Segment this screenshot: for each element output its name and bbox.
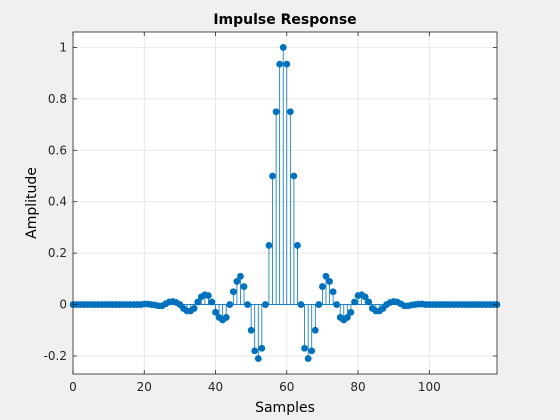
stem-marker xyxy=(262,301,269,308)
stem-marker xyxy=(194,298,202,306)
stem-marker xyxy=(333,301,341,308)
chart-title: Impulse Response xyxy=(213,12,356,28)
x-tick-label: 0 xyxy=(69,380,77,394)
y-tick-label: 0.4 xyxy=(48,195,67,209)
stem-marker xyxy=(276,60,284,68)
stem-marker xyxy=(301,344,308,352)
y-tick-label: 0 xyxy=(59,298,67,312)
stem-marker xyxy=(208,298,216,306)
x-axis-label: Samples xyxy=(255,400,315,416)
y-tick-label: 0.8 xyxy=(48,92,67,106)
stem-marker xyxy=(222,314,230,321)
stem-marker xyxy=(212,308,219,316)
stem-marker xyxy=(286,108,294,116)
stem-marker xyxy=(283,60,291,68)
x-tick-label: 80 xyxy=(350,380,365,394)
stem-marker xyxy=(297,301,305,308)
x-tick-label: 100 xyxy=(418,380,441,394)
stem-marker xyxy=(361,293,369,301)
axes-box xyxy=(72,31,498,375)
x-tick-label: 60 xyxy=(279,380,294,394)
stem-marker xyxy=(290,172,298,180)
stem-marker xyxy=(326,278,333,285)
stem-marker xyxy=(279,44,287,51)
x-tick-label: 20 xyxy=(137,380,152,394)
stem-marker xyxy=(365,298,373,306)
stem-marker xyxy=(315,301,323,308)
stem-marker xyxy=(319,283,326,290)
stem-marker xyxy=(258,344,266,352)
stem-marker xyxy=(308,347,316,355)
stem-marker xyxy=(272,108,280,116)
y-tick-label: 0.6 xyxy=(48,143,67,157)
stem-marker xyxy=(204,292,212,299)
stem-marker xyxy=(233,278,241,285)
stem-marker xyxy=(294,242,301,249)
stem-marker xyxy=(269,172,276,180)
stem-marker xyxy=(244,301,251,308)
stem-marker xyxy=(304,355,312,362)
plot-area xyxy=(73,32,497,374)
stem-marker xyxy=(254,355,262,362)
stem-marker xyxy=(237,272,244,280)
y-tick-label: -0.2 xyxy=(44,349,67,363)
y-tick-label: 1 xyxy=(59,40,67,54)
stem-marker xyxy=(329,288,337,296)
stem-marker xyxy=(190,305,198,312)
y-axis-label: Amplitude xyxy=(24,167,40,239)
stem-marker xyxy=(351,298,358,306)
stem-marker xyxy=(311,326,319,334)
stem-marker xyxy=(265,242,273,249)
y-tick-label: 0.2 xyxy=(48,246,67,260)
stem-marker xyxy=(226,301,234,308)
stem-marker xyxy=(347,308,355,316)
stem-marker xyxy=(322,272,330,280)
stem-marker xyxy=(251,347,259,355)
stem-marker xyxy=(229,288,237,296)
stem-marker xyxy=(343,314,351,321)
x-tick-label: 40 xyxy=(208,380,223,394)
stem-marker xyxy=(240,283,248,290)
stem-marker xyxy=(247,326,255,334)
